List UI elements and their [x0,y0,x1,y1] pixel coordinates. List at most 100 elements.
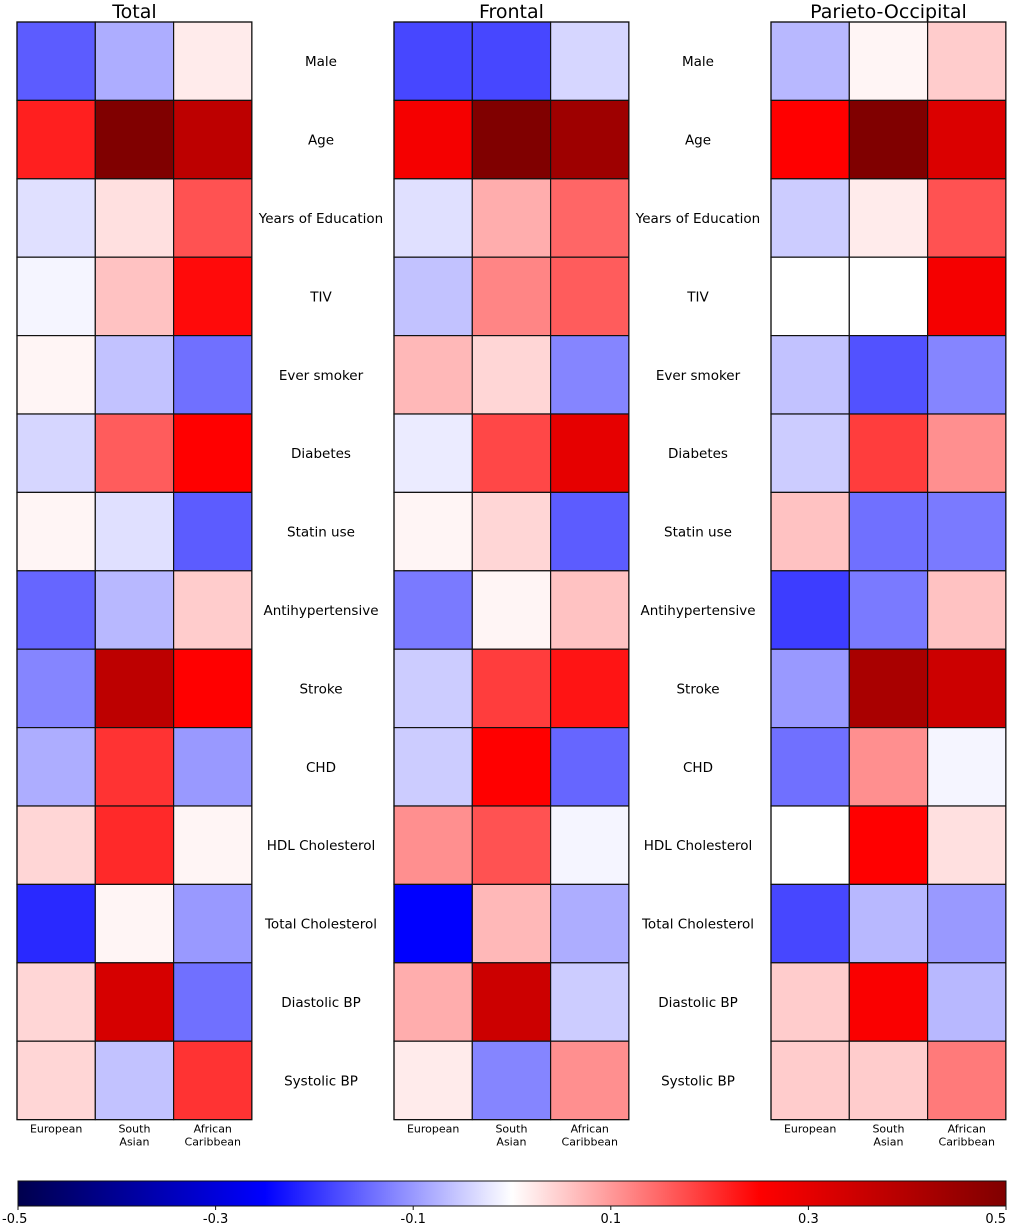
heatmap-cell [848,570,929,650]
heatmap-cell [16,962,96,1042]
column-label: African Caribbean [939,1123,995,1149]
heatmap-cell [926,21,1007,102]
heatmap-cell [549,256,630,337]
heatmap-cell [173,413,253,494]
heatmap-cell [393,570,473,650]
heatmap-cell [471,99,552,180]
column-label-line: Caribbean [185,1136,241,1149]
heatmap-cell [173,805,253,886]
column-label: South Asian [495,1123,527,1149]
column-label-line: Caribbean [562,1136,618,1149]
heatmap-cell [393,413,473,494]
heatmap-cell [393,491,473,572]
heatmap-cell [393,1040,473,1121]
heatmap-cell [94,648,175,729]
heatmap-cell [173,726,253,807]
heatmap-cell [16,99,96,180]
heatmap-cell [173,883,253,964]
column-label-line: African [571,1123,609,1136]
heatmap-cell [549,883,630,964]
panel-title: Frontal [479,1,544,23]
heatmap-cell [173,570,253,650]
heatmap-cell [926,805,1007,886]
heatmap-cell [94,1040,175,1121]
heatmap-cell [848,256,929,337]
heatmap-cell [770,21,850,102]
heatmap-cell [16,256,96,337]
heatmap-cell [173,99,253,180]
heatmap-cell [770,491,850,572]
row-label: HDL Cholesterol [267,838,376,854]
column-label: South Asian [872,1123,904,1149]
heatmap-cell [471,178,552,258]
heatmap-cell [94,256,175,337]
heatmap-cell [926,883,1007,964]
row-label: Diastolic BP [658,995,738,1011]
heatmap-cell [173,491,253,572]
column-label-line: European [407,1123,459,1136]
column-label-line: Asian [496,1136,526,1149]
column-label-line: European [784,1123,836,1136]
heatmap-cell [549,335,630,415]
column-label-line: South [872,1123,904,1136]
heatmap-cell [94,726,175,807]
heatmap-cell [393,99,473,180]
heatmap-cell [393,726,473,807]
colorbar-tick-label: 0.1 [600,1212,621,1226]
heatmap-cell [770,883,850,964]
row-label: Antihypertensive [640,603,755,619]
heatmap-cell [393,178,473,258]
heatmap-cell [173,335,253,415]
colorbar-tick-label: -0.5 [2,1212,27,1226]
heatmap-cell [549,491,630,572]
row-label: TIV [686,289,709,305]
heatmap-cell [848,805,929,886]
column-label: European [30,1123,82,1136]
heatmap-cell [471,256,552,337]
heatmap-cell [94,335,175,415]
heatmap-cell [16,805,96,886]
colorbar [17,1180,1007,1207]
heatmap-cell [94,99,175,180]
heatmap-cell [926,962,1007,1042]
colorbar-tick-label: 0.3 [798,1212,819,1226]
heatmap-cell [848,962,929,1042]
column-label-line: Asian [119,1136,149,1149]
heatmap-cell [94,491,175,572]
heatmap-cell [848,491,929,572]
column-label: South Asian [118,1123,150,1149]
row-label: Stroke [676,681,719,697]
column-label: African Caribbean [185,1123,241,1149]
heatmap-cell [770,178,850,258]
heatmap-cell [94,570,175,650]
panel-frame [770,21,1007,1121]
column-label: African Caribbean [562,1123,618,1149]
panel-frame [393,21,630,1121]
heatmap-cell [549,962,630,1042]
heatmap-cell [471,491,552,572]
row-label: Systolic BP [661,1073,735,1089]
heatmap-cell [471,413,552,494]
heatmap-cell [848,178,929,258]
column-label-line: African [948,1123,986,1136]
column-label-line: Asian [873,1136,903,1149]
column-label: European [784,1123,836,1136]
row-label: Ever smoker [279,368,364,384]
row-label: Total Cholesterol [641,917,754,933]
panel-frame [16,21,253,1121]
heatmap-cell [471,1040,552,1121]
heatmap-cell [94,883,175,964]
heatmap-cell [471,648,552,729]
heatmap-cell [770,335,850,415]
heatmap-cell [393,805,473,886]
heatmap-cell [926,335,1007,415]
heatmap-cell [94,413,175,494]
heatmap-cell [16,413,96,494]
heatmap-cell [16,726,96,807]
row-label: Statin use [287,525,355,541]
heatmap-cell [471,570,552,650]
colorbar-tick-label: -0.3 [203,1212,228,1226]
heatmap-cell [16,883,96,964]
